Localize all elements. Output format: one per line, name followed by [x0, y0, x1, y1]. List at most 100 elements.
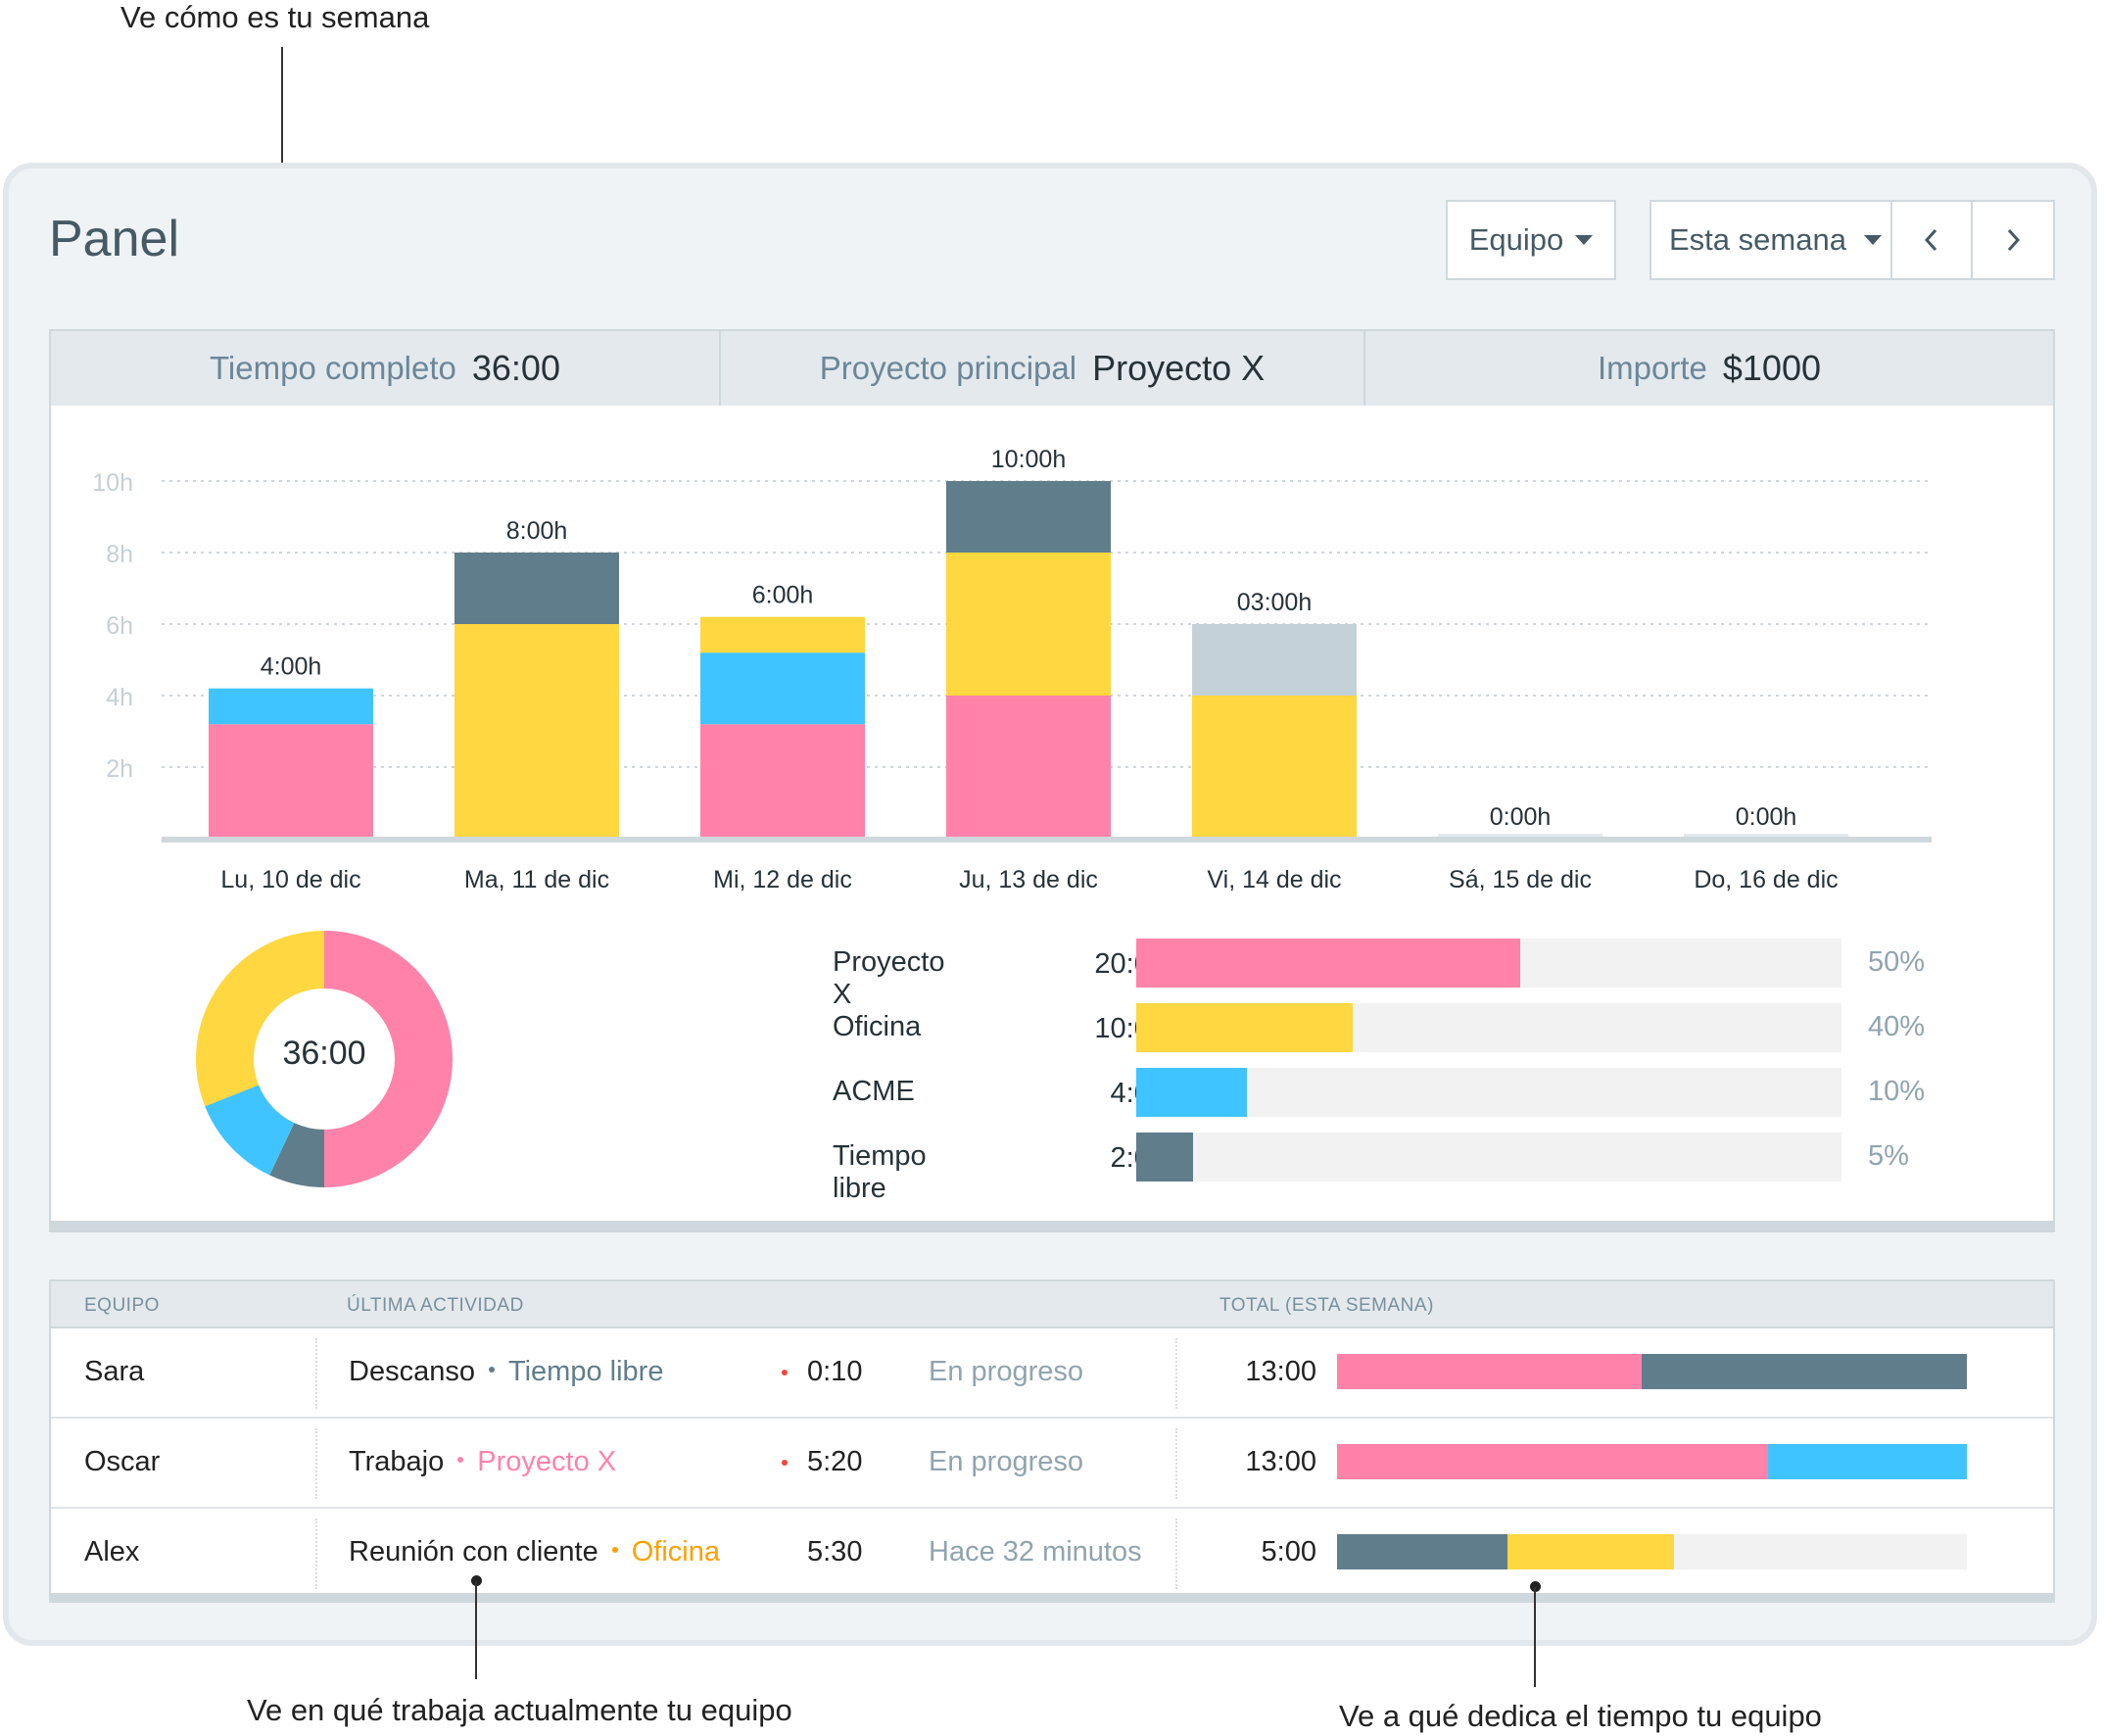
member-bar-segment	[1506, 1534, 1674, 1569]
divider	[719, 331, 721, 406]
bar-segment[interactable]	[454, 553, 619, 624]
donut-segment[interactable]	[195, 931, 324, 1107]
divider	[315, 1428, 317, 1499]
team-row[interactable]: Alex Reunión con cliente Oficina 5:30 Hace 3…	[51, 1509, 2053, 1599]
activity-name: Trabajo	[349, 1446, 445, 1477]
team-select[interactable]: Equipo	[1446, 200, 1616, 280]
member-total: 5:00	[1261, 1536, 1316, 1567]
activity-status: Hace 32 minutos	[929, 1536, 1142, 1567]
running-indicator	[782, 1460, 788, 1466]
callout-week: Ve cómo es tu semana	[120, 0, 430, 34]
bar-segment[interactable]	[946, 481, 1111, 553]
donut-segment[interactable]	[269, 1123, 324, 1187]
header-total: TOTAL (ESTA SEMANA)	[1219, 1295, 1434, 1316]
divider	[315, 1338, 317, 1409]
activity: Trabajo Proyecto X	[349, 1446, 616, 1478]
project-bar-track	[1136, 1068, 1841, 1117]
prev-week-button[interactable]	[1890, 200, 1973, 280]
period-select[interactable]: Esta semana	[1650, 200, 1892, 280]
callout-time: Ve a qué dedica el tiempo tu equipo	[1339, 1699, 1822, 1733]
activity-duration: 5:20	[807, 1446, 863, 1477]
member-bar-segment	[1337, 1444, 1768, 1479]
page-title: Panel	[49, 211, 179, 267]
x-category-label: Do, 16 de dic	[1694, 866, 1838, 893]
member-name: Sara	[84, 1356, 145, 1387]
project-bar-fill	[1136, 1003, 1354, 1052]
donut-segment[interactable]	[324, 931, 453, 1187]
activity-project[interactable]: Oficina	[631, 1536, 720, 1567]
next-week-button[interactable]	[1971, 200, 2055, 280]
team-row[interactable]: Sara Descanso Tiempo libre 0:10 En progreso 1…	[51, 1328, 2053, 1419]
summary-main-project: Proyecto principal Proyecto X	[721, 331, 1363, 406]
callout-activity: Ve en qué trabaja actualmente tu equipo	[247, 1693, 792, 1727]
y-tick-label: 8h	[106, 541, 133, 568]
summary-amount: Importe $1000	[1365, 331, 2053, 406]
activity-project[interactable]: Tiempo libre	[507, 1356, 664, 1387]
project-dot	[457, 1457, 464, 1464]
period-select-label: Esta semana	[1669, 222, 1846, 257]
team-row[interactable]: Oscar Trabajo Proyecto X 5:20 En progreso 13:…	[51, 1419, 2053, 1509]
y-tick-label: 6h	[106, 612, 133, 640]
bar-segment[interactable]	[700, 652, 865, 725]
activity-project[interactable]: Proyecto X	[477, 1446, 617, 1477]
summary-total-time: Tiempo completo 36:00	[51, 331, 719, 406]
bar-segment[interactable]	[700, 724, 865, 839]
member-name: Alex	[84, 1536, 140, 1567]
divider	[315, 1519, 317, 1589]
bar-empty	[1438, 834, 1602, 839]
x-category-label: Sá, 15 de dic	[1449, 866, 1592, 893]
project-bar-track	[1136, 1003, 1841, 1052]
project-name: Tiempo libre	[833, 1140, 927, 1204]
header-activity: ÚLTIMA ACTIVIDAD	[347, 1295, 524, 1316]
caret-down-icon	[1863, 235, 1882, 245]
x-category-label: Vi, 14 de dic	[1207, 866, 1341, 893]
bar-segment[interactable]	[700, 616, 865, 653]
bar-segment[interactable]	[209, 724, 373, 839]
summary-label: Importe	[1598, 350, 1707, 386]
bar-total-label: 6:00h	[752, 582, 814, 609]
table-header: EQUIPO ÚLTIMA ACTIVIDAD TOTAL (ESTA SEMA…	[51, 1281, 2053, 1328]
donut-chart	[195, 931, 453, 1187]
callout-time-line	[1534, 1587, 1536, 1687]
bar-segment[interactable]	[1192, 624, 1357, 696]
team-table: EQUIPO ÚLTIMA ACTIVIDAD TOTAL (ESTA SEMA…	[49, 1279, 2055, 1603]
member-time-bar	[1337, 1534, 1967, 1569]
project-name: ACME	[833, 1076, 915, 1107]
project-bar-fill	[1136, 939, 1521, 988]
bar-total-label: 0:00h	[1736, 803, 1797, 831]
bar-segment[interactable]	[1192, 696, 1357, 839]
project-bar-track	[1136, 939, 1841, 988]
project-bar-track	[1136, 1133, 1841, 1181]
donut-segment[interactable]	[205, 1085, 295, 1176]
member-total: 13:00	[1245, 1446, 1316, 1477]
bar-segment[interactable]	[946, 553, 1111, 696]
project-bar-fill	[1136, 1068, 1248, 1117]
project-percent: 40%	[1868, 1011, 1926, 1042]
bar-total-label: 03:00h	[1237, 589, 1312, 616]
callout-time-dot	[1530, 1581, 1541, 1592]
member-bar-segment	[1767, 1444, 1967, 1479]
header-team: EQUIPO	[84, 1295, 160, 1316]
team-select-label: Equipo	[1468, 222, 1564, 257]
bar-total-label: 4:00h	[261, 653, 322, 681]
activity-status: En progreso	[929, 1446, 1083, 1477]
x-category-label: Lu, 10 de dic	[220, 866, 360, 893]
callout-activity-line	[475, 1581, 477, 1679]
divider	[1363, 331, 1365, 406]
divider	[1175, 1519, 1177, 1589]
x-category-label: Ma, 11 de dic	[464, 866, 609, 893]
project-percent: 50%	[1868, 946, 1926, 978]
activity-duration: 5:30	[807, 1536, 863, 1567]
bar-segment[interactable]	[209, 688, 373, 725]
bar-segment[interactable]	[454, 624, 619, 839]
project-dot	[488, 1367, 495, 1374]
bar-total-label: 8:00h	[506, 517, 568, 545]
chevron-left-icon	[1924, 228, 1937, 252]
bar-segment[interactable]	[946, 696, 1111, 839]
caret-down-icon	[1575, 235, 1594, 245]
summary-value: $1000	[1722, 348, 1821, 388]
x-category-label: Ju, 13 de dic	[959, 866, 1098, 893]
member-name: Oscar	[84, 1446, 161, 1477]
bar-empty	[1684, 834, 1848, 839]
member-time-bar	[1337, 1444, 1967, 1479]
